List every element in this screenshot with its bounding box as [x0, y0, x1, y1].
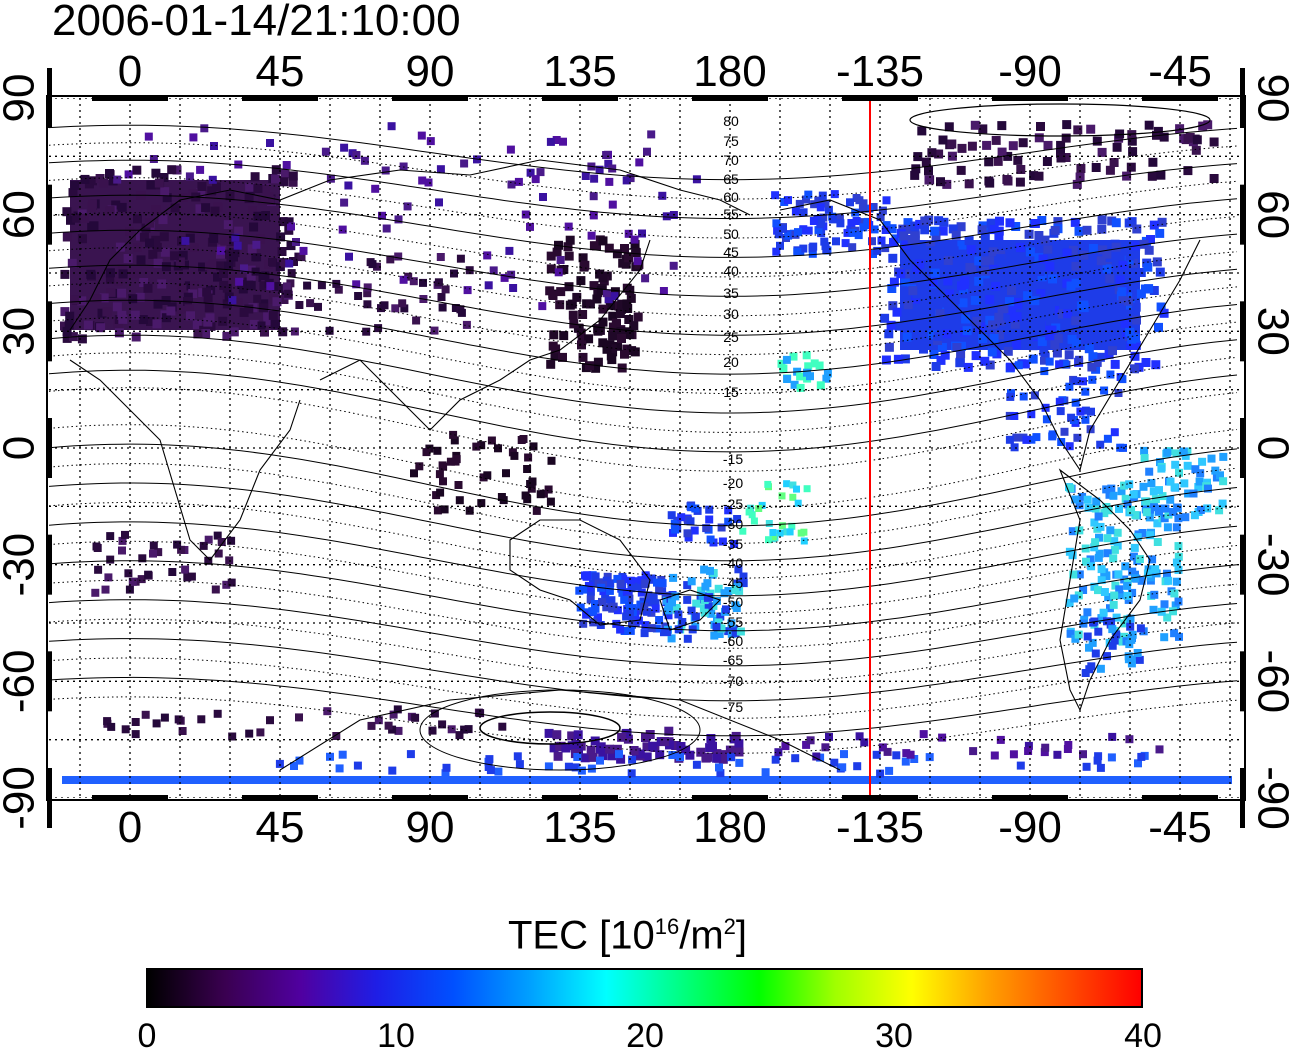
contour-label: 50 [723, 226, 739, 242]
contour-label: -65 [723, 652, 743, 668]
contour-label: 35 [723, 285, 739, 301]
lon-label-top: -90 [998, 47, 1062, 96]
lat-label-left: -60 [0, 650, 44, 714]
lon-label-bottom: -90 [998, 803, 1062, 852]
lat-label-right: 30 [1248, 307, 1292, 356]
lat-label-right: 0 [1248, 436, 1292, 460]
contour-label: 45 [723, 244, 739, 260]
contour-label: -60 [723, 633, 743, 649]
lon-label-top: -45 [1148, 47, 1212, 96]
lat-label-left: 30 [0, 307, 44, 356]
colorbar-tick-label: 30 [875, 1017, 913, 1055]
contour-label: 60 [723, 189, 739, 205]
contour-label: -15 [723, 451, 743, 467]
lat-label-right: -60 [1248, 650, 1292, 714]
lat-label-left: 0 [0, 436, 44, 460]
lon-label-bottom: 0 [118, 803, 142, 852]
colorbar-tick-label: 40 [1124, 1017, 1162, 1055]
colorbar-tick-label: 20 [626, 1017, 664, 1055]
tec-colorbar [146, 968, 1143, 1008]
contour-label: -35 [723, 536, 743, 552]
lat-label-left: -30 [0, 533, 44, 597]
lon-label-bottom: 180 [693, 803, 766, 852]
contour-label: 40 [723, 263, 739, 279]
colorbar-tick-label: 0 [137, 1017, 157, 1055]
contour-label: 20 [723, 354, 739, 370]
contour-label: -50 [723, 594, 743, 610]
lon-label-top: 180 [693, 47, 766, 96]
contour-label: 15 [723, 384, 739, 400]
tec-world-map: 0045459090135135180180-135-135-90-90-45-… [0, 47, 1292, 852]
lat-label-right: -30 [1248, 533, 1292, 597]
contour-label: 55 [723, 206, 739, 222]
contour-label: 80 [723, 113, 739, 129]
contour-label: 30 [723, 306, 739, 322]
magnetic-latitude-contours [49, 103, 1238, 771]
contour-label: -40 [723, 555, 743, 571]
contour-label: -30 [723, 516, 743, 532]
lon-label-top: -135 [836, 47, 924, 96]
contour-label: 25 [723, 329, 739, 345]
lon-label-bottom: -45 [1148, 803, 1212, 852]
coastlines [69, 159, 1201, 771]
colorbar-tick-label: 10 [377, 1017, 415, 1055]
frame-ticks [47, 68, 1245, 828]
contour-label: -75 [723, 699, 743, 715]
contour-label: 70 [723, 152, 739, 168]
lat-label-left: 90 [0, 74, 44, 123]
lon-label-bottom: 90 [406, 803, 455, 852]
lon-label-top: 0 [118, 47, 142, 96]
contour-label: -25 [723, 496, 743, 512]
contour-label: 65 [723, 171, 739, 187]
timestamp-title: 2006-01-14/21:10:00 [52, 0, 461, 45]
tec-data-layer [60, 120, 1232, 784]
contour-label: -70 [723, 673, 743, 689]
contour-label: -55 [723, 614, 743, 630]
lat-label-left: 60 [0, 190, 44, 239]
lat-label-right: 90 [1248, 74, 1292, 123]
lon-label-bottom: -135 [836, 803, 924, 852]
contour-label: -20 [723, 475, 743, 491]
lat-label-right: 60 [1248, 190, 1292, 239]
contour-label: -45 [723, 575, 743, 591]
lat-label-left: -90 [0, 766, 44, 830]
lon-label-top: 90 [406, 47, 455, 96]
lat-label-right: -90 [1248, 766, 1292, 830]
colorbar-title: TEC [1016/m2] [508, 913, 748, 958]
lon-label-bottom: 135 [543, 803, 616, 852]
graticule [49, 98, 1243, 798]
lon-label-bottom: 45 [256, 803, 305, 852]
lon-label-top: 45 [256, 47, 305, 96]
contour-label: 75 [723, 133, 739, 149]
lon-label-top: 135 [543, 47, 616, 96]
